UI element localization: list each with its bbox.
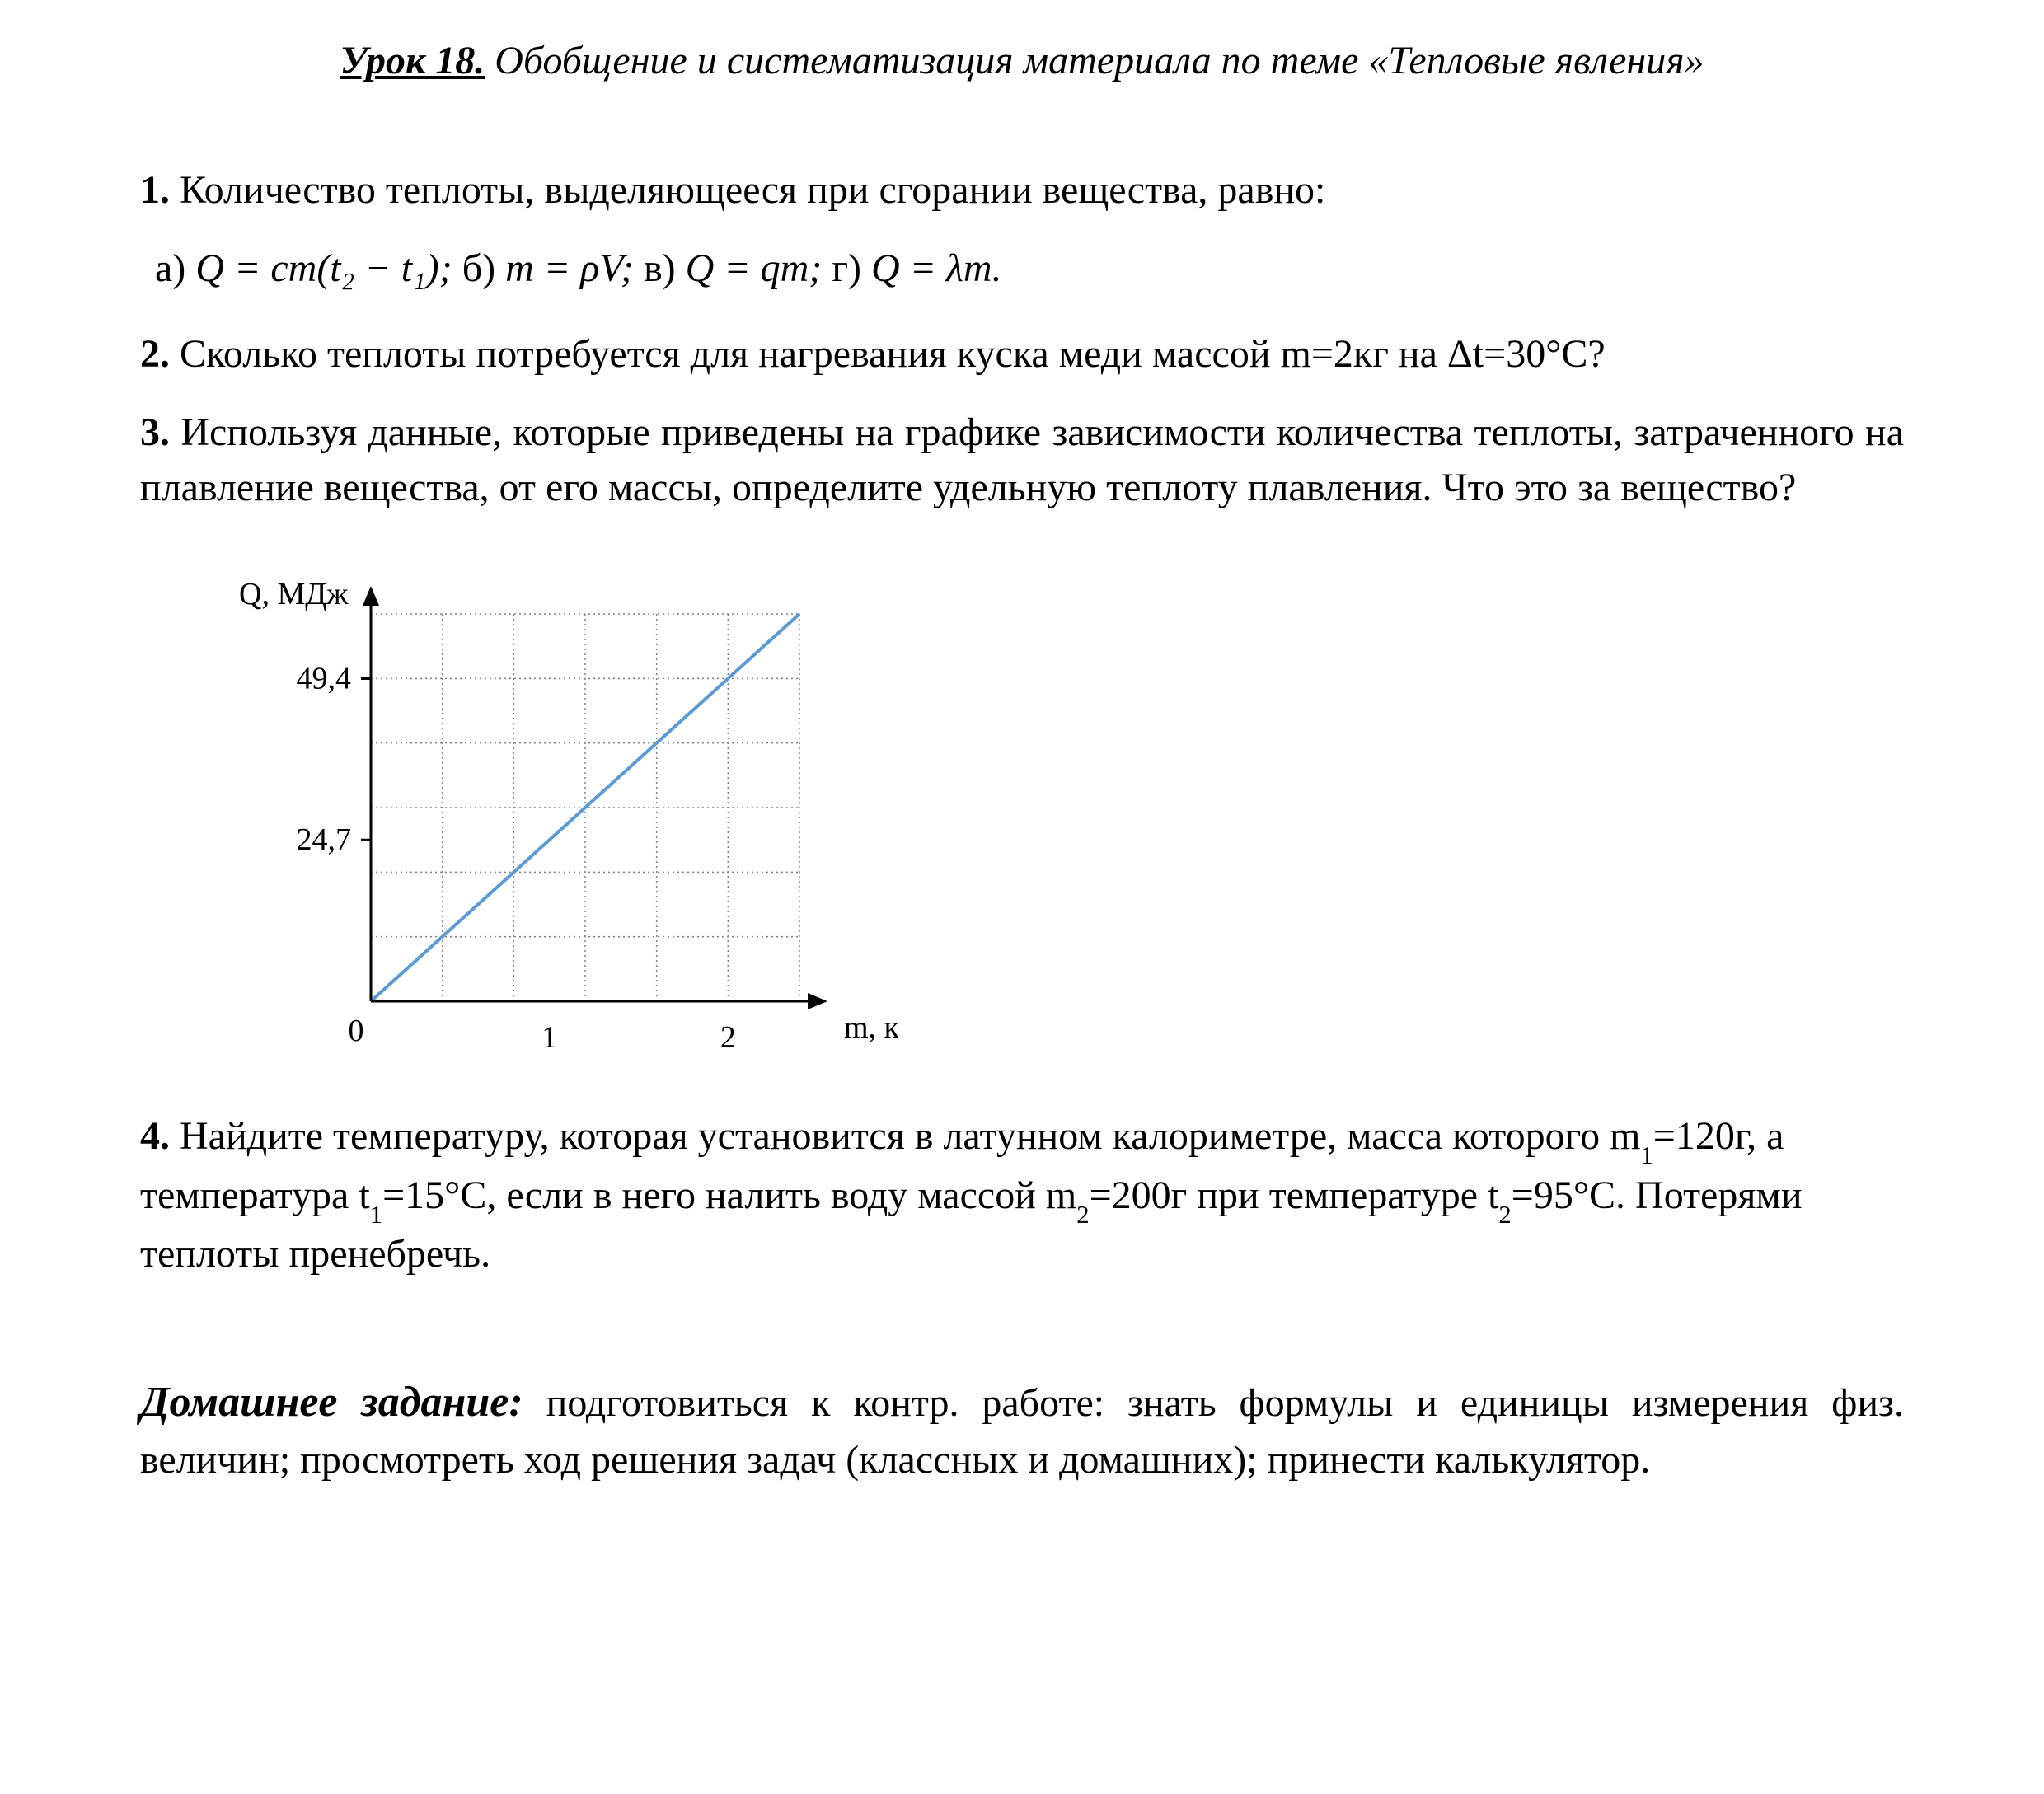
chart: 24,7 49,4 0 1 2 Q, МДж m, кг	[190, 548, 1904, 1075]
opt-b-formula: m = ρV;	[505, 246, 634, 290]
opt-d-prefix: г)	[832, 246, 871, 290]
svg-text:1: 1	[541, 1020, 557, 1055]
q4-t4: =200г при температуре t	[1090, 1173, 1499, 1217]
svg-text:0: 0	[349, 1014, 364, 1048]
question-number: 2.	[140, 332, 170, 376]
q4-s3: 2	[1076, 1201, 1089, 1229]
lesson-topic: Обобщение и систематизация материала по …	[485, 39, 1704, 82]
q4-s4: 2	[1498, 1201, 1511, 1229]
svg-text:49,4: 49,4	[297, 662, 352, 696]
opt-b-prefix: б)	[462, 246, 505, 290]
opt-d-formula: Q = λm.	[871, 246, 1002, 290]
homework: Домашнее задание: подготовиться к контр.…	[140, 1373, 1904, 1488]
chart-svg: 24,7 49,4 0 1 2 Q, МДж m, кг	[190, 548, 898, 1075]
question-1-options: а) Q = cm(t₂ − t₁); б) m = ρV; в) Q = qm…	[155, 241, 1904, 296]
question-number: 4.	[140, 1114, 170, 1158]
q4-t3: =15°C, если в него налить воду массой m	[382, 1173, 1076, 1217]
opt-a-prefix: а)	[155, 246, 195, 290]
lesson-label: Урок 18.	[340, 39, 485, 82]
svg-text:m, кг: m, кг	[844, 1010, 898, 1045]
svg-text:2: 2	[720, 1020, 736, 1055]
question-2: 2. Сколько теплоты потребуется для нагре…	[140, 326, 1904, 382]
opt-c-prefix: в)	[644, 246, 686, 290]
opt-a-formula: Q = cm(t₂ − t₁);	[195, 246, 452, 290]
opt-c-formula: Q = qm;	[686, 246, 823, 290]
q4-t1: Найдите температуру, которая установится…	[170, 1114, 1640, 1158]
question-3: 3. Используя данные, которые приведены н…	[140, 405, 1904, 515]
q4-s1: 1	[1640, 1141, 1653, 1169]
svg-text:Q, МДж: Q, МДж	[239, 577, 349, 611]
question-text: Количество теплоты, выделяющееся при сго…	[170, 168, 1325, 212]
q4-s2: 1	[370, 1201, 382, 1229]
svg-text:24,7: 24,7	[297, 822, 352, 857]
question-text: Используя данные, которые приведены на г…	[140, 410, 1904, 509]
title: Урок 18. Обобщение и систематизация мате…	[140, 33, 1904, 88]
homework-label: Домашнее задание:	[140, 1379, 523, 1426]
question-text: Сколько теплоты потребуется для нагреван…	[170, 332, 1606, 376]
question-1: 1. Количество теплоты, выделяющееся при …	[140, 162, 1904, 218]
question-number: 1.	[140, 168, 170, 212]
question-4: 4. Найдите температуру, которая установи…	[140, 1108, 1904, 1281]
question-number: 3.	[140, 410, 170, 454]
